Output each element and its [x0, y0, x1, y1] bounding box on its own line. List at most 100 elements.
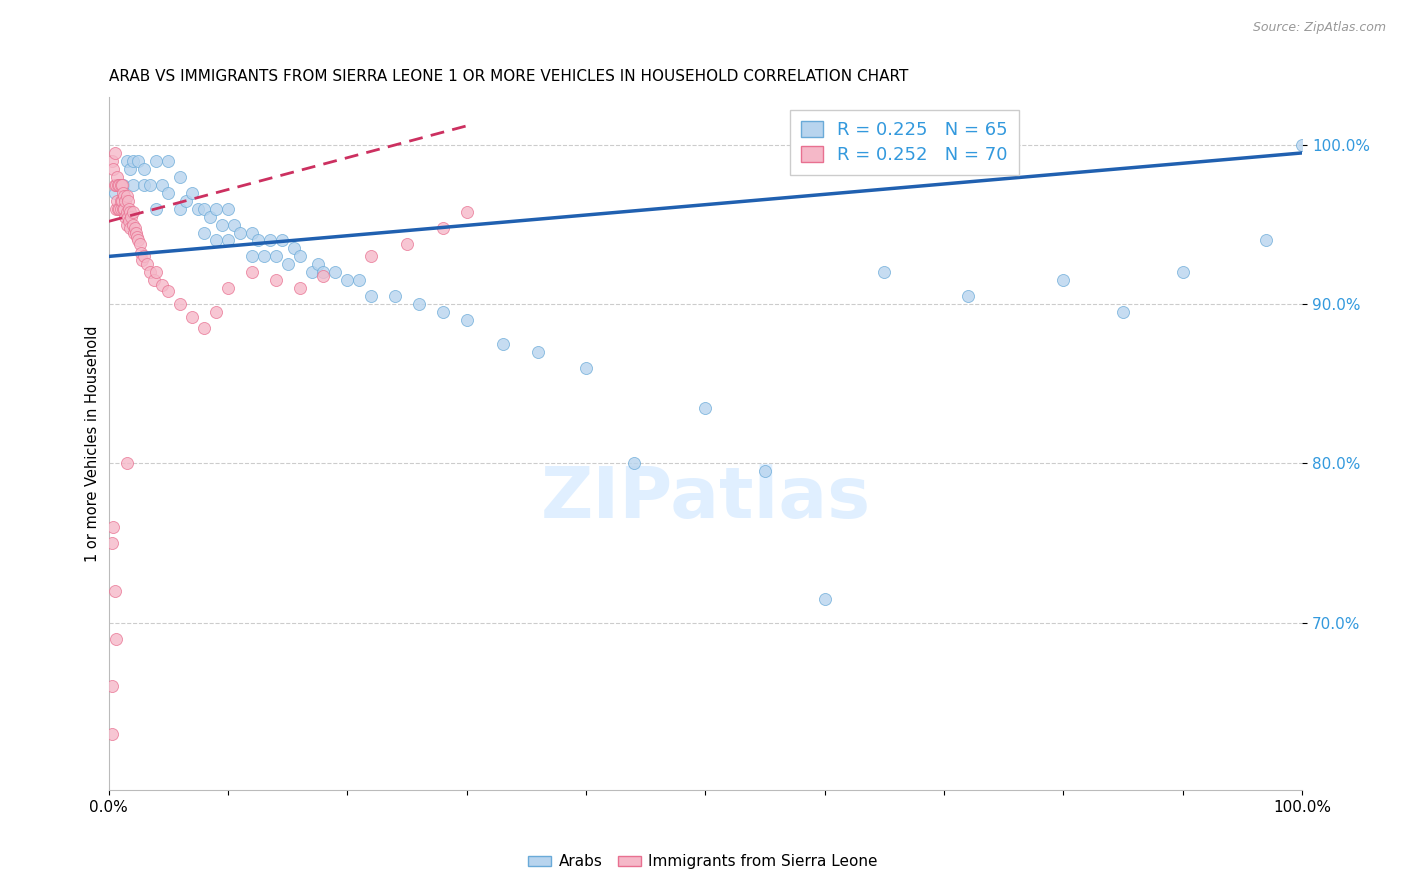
- Point: [205, 305, 228, 319]
- Point: [336, 273, 359, 287]
- Point: [121, 178, 143, 192]
- Point: [575, 360, 598, 375]
- Point: [115, 153, 138, 168]
- Point: [145, 202, 167, 216]
- Point: [193, 226, 215, 240]
- Point: [115, 204, 138, 219]
- Point: [873, 265, 896, 279]
- Text: ZIPatlas: ZIPatlas: [540, 465, 870, 533]
- Point: [118, 214, 141, 228]
- Point: [104, 145, 127, 160]
- Point: [127, 230, 149, 244]
- Point: [150, 178, 173, 192]
- Point: [408, 297, 430, 311]
- Point: [456, 313, 478, 327]
- Point: [101, 679, 124, 693]
- Point: [1052, 273, 1074, 287]
- Point: [115, 457, 138, 471]
- Point: [124, 220, 146, 235]
- Point: [211, 218, 233, 232]
- Point: [112, 189, 135, 203]
- Point: [145, 265, 167, 279]
- Point: [198, 210, 221, 224]
- Point: [174, 194, 197, 208]
- Point: [111, 178, 134, 192]
- Point: [956, 289, 979, 303]
- Point: [259, 234, 281, 248]
- Point: [193, 321, 215, 335]
- Point: [115, 189, 138, 203]
- Point: [121, 204, 143, 219]
- Point: [111, 186, 134, 200]
- Point: [104, 178, 127, 192]
- Point: [157, 285, 180, 299]
- Point: [131, 252, 153, 267]
- Point: [205, 202, 228, 216]
- Point: [120, 161, 142, 176]
- Point: [134, 249, 156, 263]
- Point: [217, 281, 239, 295]
- Point: [432, 305, 454, 319]
- Point: [754, 464, 776, 478]
- Point: [270, 234, 292, 248]
- Point: [193, 202, 215, 216]
- Point: [217, 202, 239, 216]
- Point: [125, 226, 148, 240]
- Point: [169, 169, 191, 184]
- Point: [101, 727, 124, 741]
- Point: [288, 281, 311, 295]
- Point: [229, 226, 252, 240]
- Point: [135, 257, 157, 271]
- Point: [121, 153, 143, 168]
- Point: [1171, 265, 1194, 279]
- Point: [360, 249, 382, 263]
- Point: [104, 202, 127, 216]
- Point: [104, 583, 127, 598]
- Point: [246, 234, 269, 248]
- Point: [111, 194, 134, 208]
- Point: [1256, 234, 1278, 248]
- Point: [205, 234, 228, 248]
- Point: [349, 273, 371, 287]
- Y-axis label: 1 or more Vehicles in Household: 1 or more Vehicles in Household: [86, 326, 100, 562]
- Point: [101, 153, 124, 168]
- Point: [695, 401, 717, 415]
- Point: [127, 234, 149, 248]
- Point: [288, 249, 311, 263]
- Point: [107, 202, 129, 216]
- Point: [325, 265, 347, 279]
- Point: [103, 161, 125, 176]
- Point: [384, 289, 406, 303]
- Point: [307, 257, 329, 271]
- Point: [301, 265, 323, 279]
- Point: [118, 202, 141, 216]
- Point: [169, 202, 191, 216]
- Point: [101, 536, 124, 550]
- Point: [432, 220, 454, 235]
- Point: [240, 249, 263, 263]
- Point: [312, 265, 335, 279]
- Point: [139, 265, 162, 279]
- Point: [121, 218, 143, 232]
- Point: [103, 520, 125, 534]
- Point: [145, 153, 167, 168]
- Point: [120, 220, 142, 235]
- Point: [150, 278, 173, 293]
- Point: [134, 161, 156, 176]
- Point: [1112, 305, 1135, 319]
- Point: [312, 268, 335, 283]
- Point: [115, 218, 138, 232]
- Point: [117, 194, 139, 208]
- Point: [283, 242, 305, 256]
- Point: [104, 632, 127, 646]
- Point: [527, 345, 550, 359]
- Point: [120, 210, 142, 224]
- Point: [104, 178, 127, 192]
- Legend: Arabs, Immigrants from Sierra Leone: Arabs, Immigrants from Sierra Leone: [522, 848, 884, 875]
- Legend: R = 0.225   N = 65, R = 0.252   N = 70: R = 0.225 N = 65, R = 0.252 N = 70: [790, 110, 1018, 175]
- Point: [107, 178, 129, 192]
- Point: [128, 236, 150, 251]
- Point: [143, 273, 166, 287]
- Point: [139, 178, 162, 192]
- Point: [112, 202, 135, 216]
